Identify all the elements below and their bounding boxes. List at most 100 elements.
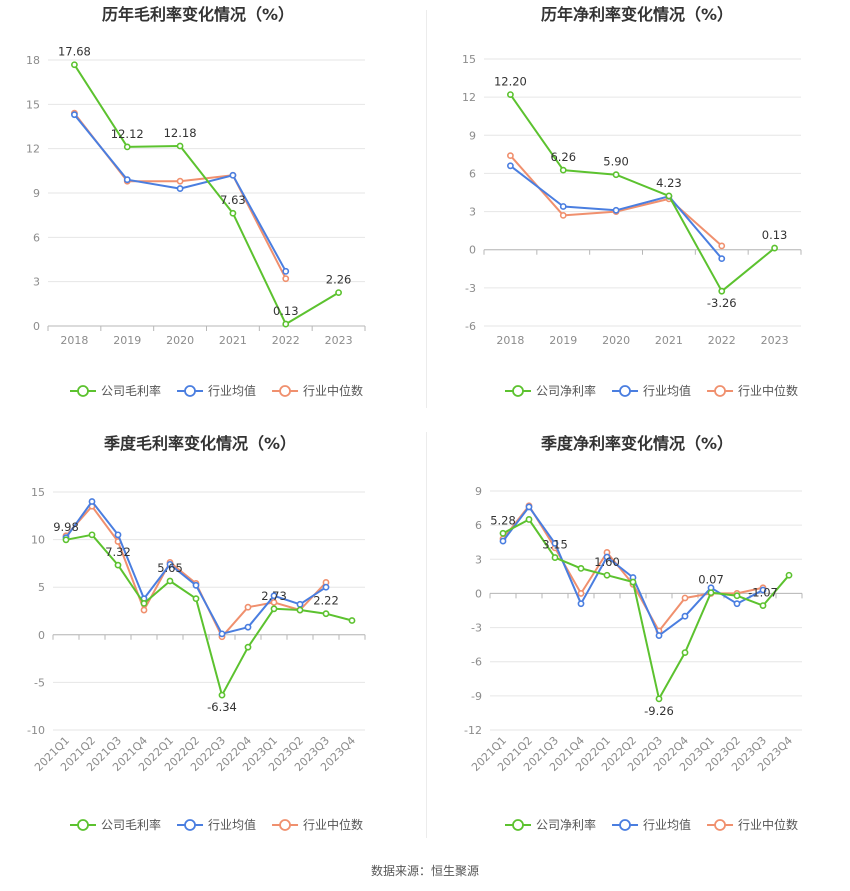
data-point-avg: [759, 586, 767, 594]
legend-marker-company: [512, 819, 524, 831]
data-point-company: [771, 244, 778, 252]
data-point-company: [348, 617, 356, 624]
data-point-company: [176, 142, 184, 150]
y-tick-label: 9: [475, 485, 482, 498]
data-point-company: [629, 578, 637, 586]
data-label: 0.07: [698, 573, 724, 587]
legend-label-avg: 行业均值: [643, 383, 691, 398]
x-tick-label: 2022: [272, 334, 300, 347]
data-point-company: [551, 554, 559, 561]
y-tick-label: -9: [471, 690, 482, 703]
data-label: 12.20: [494, 75, 527, 89]
y-tick-label: 5: [38, 581, 45, 594]
data-point-company: [88, 531, 96, 539]
y-tick-label: 12: [462, 91, 476, 104]
y-tick-label: 6: [33, 231, 40, 244]
legend-marker-avg: [619, 385, 631, 397]
data-label: 2.22: [313, 594, 339, 608]
legend-marker-company: [77, 385, 89, 397]
y-tick-label: -5: [34, 676, 45, 689]
y-tick-label: -3: [471, 622, 482, 635]
data-label: 12.12: [111, 127, 144, 141]
legend-label-avg: 行业均值: [643, 817, 691, 832]
y-tick-label: 0: [33, 320, 40, 333]
data-point-company: [577, 564, 585, 572]
series-line-avg: [65, 500, 327, 635]
chart-title: 历年净利率变化情况（%）: [541, 5, 733, 24]
data-point-avg: [71, 111, 78, 119]
series-line-avg: [502, 505, 764, 637]
series-line-median: [65, 505, 327, 638]
data-point-company: [166, 577, 174, 585]
y-tick-label: -10: [27, 724, 45, 737]
data-label: 4.23: [656, 176, 682, 190]
data-point-company: [296, 606, 304, 614]
data-point-avg: [551, 539, 559, 547]
data-point-company: [559, 166, 567, 174]
x-tick-label: 2019: [113, 334, 141, 347]
legend-label-company: 公司净利率: [536, 817, 596, 832]
data-point-median: [282, 275, 290, 283]
data-label: 3.15: [542, 538, 568, 552]
data-label: -9.26: [644, 704, 674, 718]
chart-title: 历年毛利率变化情况（%）: [102, 5, 294, 24]
quarterly-net-margin-chart: 季度净利率变化情况（%）-12-9-6-303692021Q12021Q2202…: [464, 434, 803, 832]
y-tick-label: -6: [465, 320, 476, 333]
data-label: 12.18: [164, 126, 197, 140]
data-label: -6.34: [207, 700, 237, 714]
data-point-company: [612, 171, 620, 179]
data-point-company: [655, 695, 663, 703]
legend-marker-median: [279, 385, 291, 397]
data-point-company: [525, 516, 533, 523]
series-line-company: [65, 533, 353, 697]
data-point-avg: [192, 581, 200, 589]
y-tick-label: -3: [465, 282, 476, 295]
data-point-company: [665, 192, 673, 200]
series-line-company: [509, 94, 776, 293]
data-point-avg: [559, 203, 567, 210]
x-tick-label: 2023: [325, 334, 353, 347]
data-point-median: [176, 177, 184, 185]
data-label: 0.13: [273, 304, 299, 318]
data-point-avg: [270, 592, 278, 600]
series-line-company: [73, 64, 340, 326]
data-label: 5.28: [490, 513, 516, 527]
data-point-company: [785, 571, 793, 579]
data-point-median: [140, 606, 148, 614]
data-point-median: [681, 594, 689, 602]
y-tick-label: 0: [475, 587, 482, 600]
data-point-company: [62, 536, 70, 544]
legend-marker-avg: [184, 385, 196, 397]
data-label: 7.32: [105, 545, 131, 559]
data-point-company: [123, 143, 131, 151]
y-tick-label: 6: [469, 167, 476, 180]
data-point-avg: [603, 553, 611, 561]
legend-marker-avg: [619, 819, 631, 831]
x-tick-label: 2021: [655, 334, 683, 347]
legend-label-company: 公司毛利率: [101, 817, 161, 832]
data-point-company: [603, 571, 611, 579]
data-point-avg: [681, 612, 689, 620]
data-point-avg: [166, 560, 174, 568]
x-tick-label: 2020: [166, 334, 194, 347]
y-tick-label: 18: [26, 54, 40, 67]
data-point-avg: [123, 176, 131, 184]
data-point-median: [577, 590, 585, 597]
x-tick-label: 2018: [60, 334, 88, 347]
data-point-company: [507, 91, 514, 98]
data-point-avg: [322, 583, 330, 591]
legend-label-median: 行业中位数: [738, 383, 798, 398]
x-tick-label: 2021: [219, 334, 247, 347]
data-point-avg: [229, 171, 237, 179]
data-point-company: [244, 643, 252, 651]
data-point-avg: [114, 531, 122, 539]
chart-title: 季度毛利率变化情况（%）: [103, 434, 296, 453]
data-point-avg: [218, 630, 226, 638]
y-tick-label: 6: [475, 519, 482, 532]
x-tick-label: 2020: [602, 334, 630, 347]
y-tick-label: 10: [31, 534, 45, 547]
y-tick-label: 3: [475, 553, 482, 566]
data-point-avg: [244, 623, 252, 631]
data-point-company: [707, 589, 715, 597]
data-point-company: [322, 610, 330, 618]
